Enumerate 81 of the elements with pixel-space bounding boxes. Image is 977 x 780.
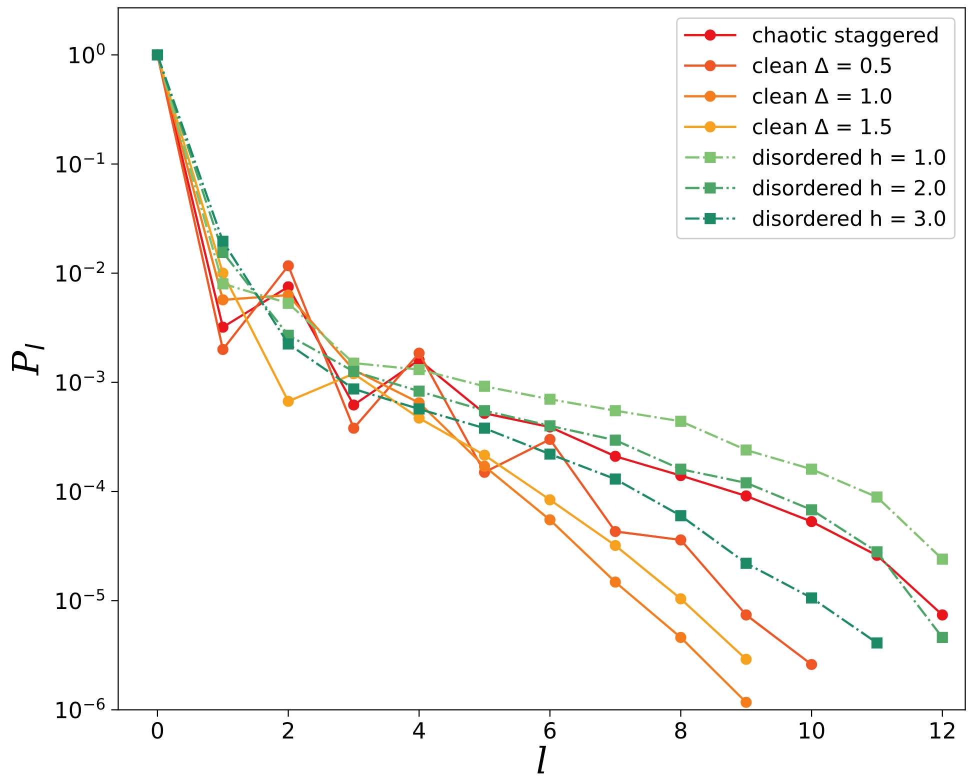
x-tick-label: 10 [800,722,824,739]
point [478,460,490,472]
point [675,632,686,644]
point [217,294,228,306]
point [675,510,686,522]
point [478,380,490,392]
point [936,554,948,565]
point [478,450,490,461]
point [282,298,294,309]
point [806,464,818,475]
legend-label: disordered h = 2.0 [753,179,946,196]
point [414,386,425,397]
y-tick-label: 10$^{−3}$ [56,370,104,391]
y-tick-label: 10$^{−1}$ [56,152,104,173]
point [740,696,752,708]
point [871,546,883,558]
x-tick-label: 4 [413,722,425,738]
y-tick-label: 10$^{0}$ [70,43,105,64]
point [348,399,360,411]
y-axis-title: P$_{l}$ [12,344,44,376]
point [675,416,686,427]
legend-label: chaotic staggered [753,26,938,47]
point [740,444,752,456]
x-tick-label: 2 [282,722,294,738]
point [544,434,556,445]
point [740,490,752,502]
x-tick-label: 12 [930,722,954,738]
legend-label: clean Δ = 0.5 [753,57,891,74]
point [348,422,360,434]
legend-label: disordered h = 3.0 [753,210,946,226]
point [544,494,556,506]
point [348,383,360,394]
point [544,514,556,526]
y-tick-label: 10$^{−5}$ [56,589,104,610]
point [414,364,425,376]
point [414,348,425,359]
point [544,394,556,405]
y-tick-label: 10$^{−2}$ [56,261,104,282]
point [871,491,883,503]
point [806,504,818,516]
point [806,592,818,604]
point [936,609,948,620]
legend-label: disordered h = 1.0 [753,148,946,165]
point [217,344,228,356]
point [610,434,621,446]
legend-label: clean Δ = 1.0 [753,88,892,104]
point [282,338,294,350]
point [610,526,621,538]
point [740,558,752,569]
point [282,396,294,407]
point [610,576,621,588]
point [478,422,490,434]
point [217,278,228,290]
point [675,534,686,546]
point [610,450,621,462]
point [936,632,948,644]
point [217,322,228,333]
point [675,464,686,475]
point [217,236,228,247]
point [806,658,818,670]
point [675,593,686,604]
point [740,477,752,488]
point [806,516,818,528]
point [610,474,621,485]
point [610,540,621,552]
point [282,260,294,272]
x-axis-title: l [537,746,546,774]
x-tick-label: 6 [544,722,556,739]
point [610,405,621,416]
point [414,403,425,415]
legend-label: clean Δ = 1.5 [753,118,891,134]
point [871,637,883,648]
point [740,654,752,665]
y-tick-label: 10$^{−4}$ [56,480,105,500]
point [740,609,752,620]
point [217,246,228,258]
point [544,448,556,460]
x-tick-label: 0 [152,722,164,739]
y-tick-label: 10$^{−6}$ [56,698,105,718]
x-tick-label: 8 [675,722,686,739]
point [478,405,490,416]
